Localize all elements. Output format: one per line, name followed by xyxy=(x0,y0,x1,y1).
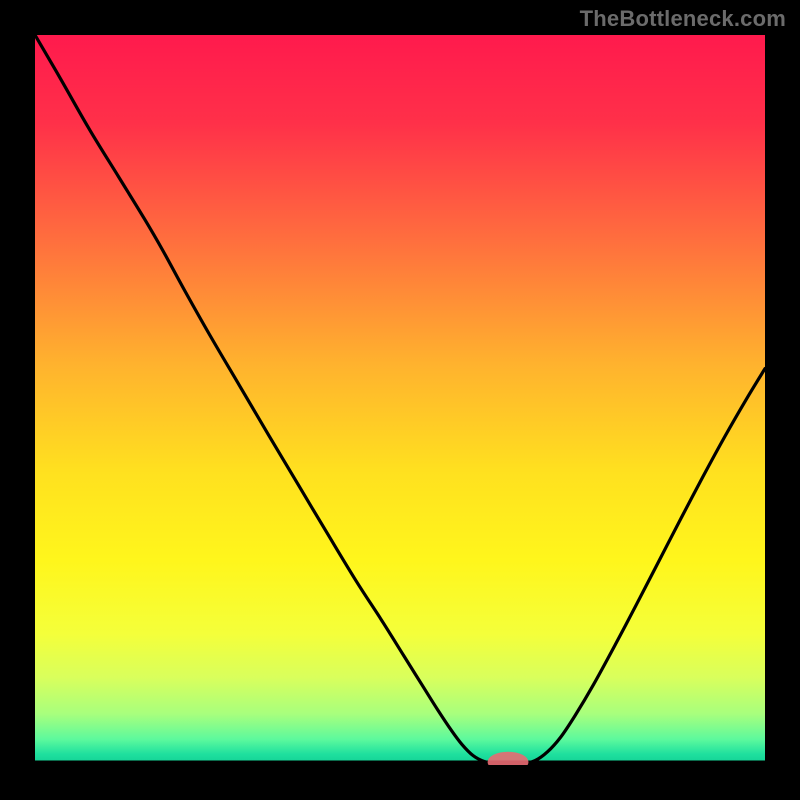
bottleneck-curve-chart xyxy=(35,35,765,765)
watermark-text: TheBottleneck.com xyxy=(580,6,786,32)
chart-plot-area xyxy=(35,35,765,765)
gradient-background xyxy=(35,35,765,765)
